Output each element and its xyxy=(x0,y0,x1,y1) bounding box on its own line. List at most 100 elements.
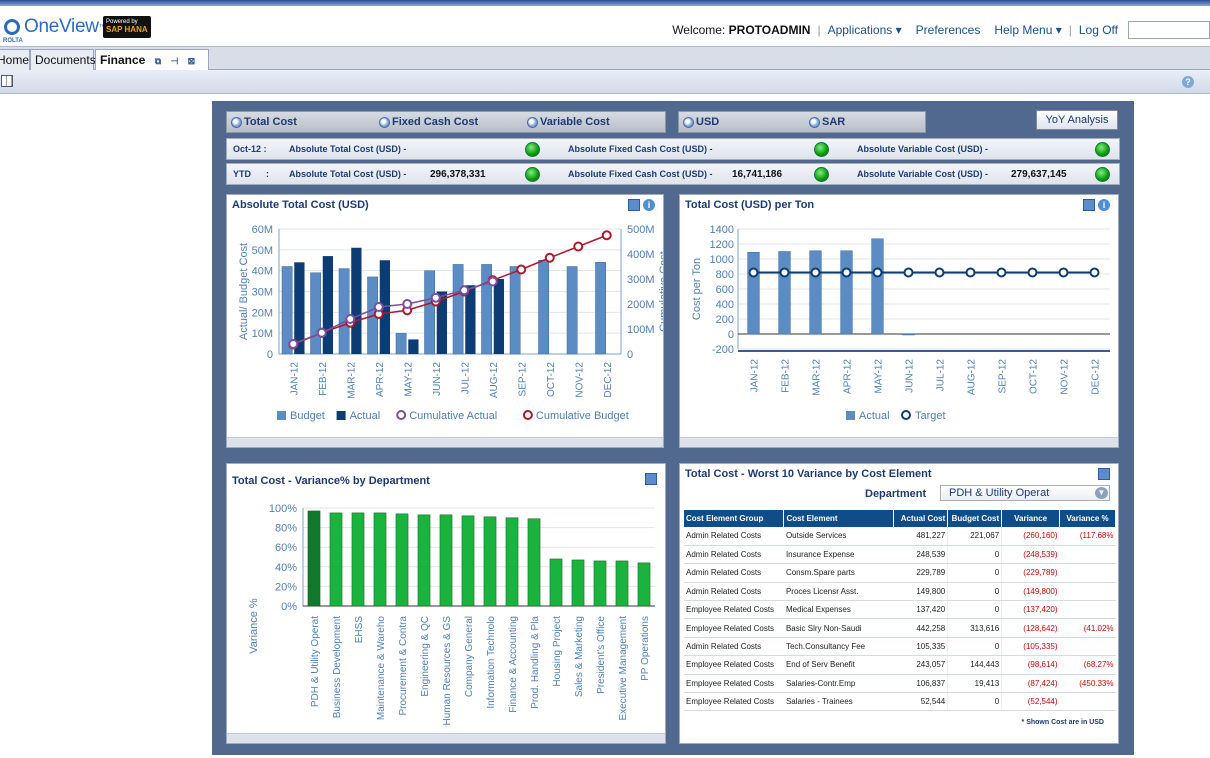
help-menu[interactable]: Help Menu ▾ xyxy=(994,23,1062,37)
table-row[interactable]: Employee Related Costs Salaries-Contr.Emp… xyxy=(684,674,1116,694)
export-excel-icon[interactable] xyxy=(1098,468,1110,480)
kpi-fixed-label: Absolute Fixed Cash Cost (USD) - xyxy=(568,144,713,154)
x-tick-label: APR-12 xyxy=(843,359,854,394)
point-target xyxy=(934,267,945,278)
bar-department xyxy=(615,560,629,607)
oneview-logo[interactable]: OneView™ xyxy=(4,16,106,38)
logoff-link[interactable]: Log Off xyxy=(1078,23,1118,37)
tab-finance-label: Finance xyxy=(100,53,146,67)
table-row[interactable]: Admin Related Costs Proces Licensr Asst. 1… xyxy=(684,582,1116,602)
y-tick-label: 20% xyxy=(275,581,297,593)
yoy-analysis-button[interactable]: YoY Analysis xyxy=(1036,110,1118,130)
kpi-period: Oct-12 : xyxy=(233,144,267,154)
tab-pin-icon[interactable]: ⊣ xyxy=(170,56,179,66)
table-cell: Salaries - Trainees xyxy=(783,692,894,712)
export-excel-icon[interactable] xyxy=(1083,199,1095,211)
bar-department xyxy=(549,558,563,607)
x-tick-label: Maintenance & Wareho xyxy=(376,616,387,721)
radio-dot-icon xyxy=(683,116,694,128)
table-cell: (137,420) xyxy=(1001,600,1060,620)
department-label: Department xyxy=(865,488,927,500)
info-icon[interactable]: i xyxy=(643,199,655,211)
column-header[interactable]: Cost Element Group xyxy=(684,510,785,527)
table-cell: Tech.Consultancy Fee xyxy=(783,637,894,657)
info-icon[interactable]: i xyxy=(1098,199,1110,211)
bar-department xyxy=(461,515,475,607)
currency-selector: USD SAR xyxy=(678,111,926,133)
radio-total-cost[interactable]: Total Cost xyxy=(231,116,297,128)
table-row[interactable]: Employee Related Costs Basic Slry Non-Sau… xyxy=(684,618,1116,638)
table-cell: Admin Related Costs xyxy=(684,545,784,565)
nav-separator: | xyxy=(817,23,821,37)
table-cell: 442,258 xyxy=(893,618,949,638)
column-header[interactable]: Budget Cost xyxy=(947,510,1003,527)
table-cell: (248,539) xyxy=(1001,545,1060,565)
point-cumulative-budget xyxy=(601,230,612,241)
column-header[interactable]: Actual Cost xyxy=(893,510,949,527)
department-select[interactable]: PDH & Utility Operat ▼ xyxy=(940,485,1110,501)
welcome-label: Welcome: xyxy=(672,23,726,37)
y-tick-label: 0 xyxy=(267,349,273,361)
search-input[interactable] xyxy=(1128,21,1210,39)
bar-actual xyxy=(840,250,853,335)
x-tick-label: PDH & Utility Operat xyxy=(310,616,321,707)
radio-fixed-cash-cost[interactable]: Fixed Cash Cost xyxy=(379,116,478,128)
bar-actual xyxy=(408,339,419,354)
bar-actual xyxy=(809,250,822,335)
point-target xyxy=(1058,267,1069,278)
radio-variable-cost[interactable]: Variable Cost xyxy=(527,116,610,128)
table-cell: 105,335 xyxy=(893,637,949,657)
bar-budget xyxy=(566,266,578,355)
table-row[interactable]: Admin Related Costs Consm.Spare parts 229,… xyxy=(684,563,1116,583)
point-target xyxy=(1027,267,1038,278)
point-target xyxy=(965,267,976,278)
panel-title: Absolute Total Cost (USD) xyxy=(232,199,369,211)
sap-hana-text: SAP HANA xyxy=(106,25,148,34)
column-header[interactable]: Cost Element xyxy=(783,510,895,527)
tab-close-icon[interactable]: ⊠ xyxy=(187,56,196,66)
bar-budget xyxy=(281,266,293,355)
applications-menu[interactable]: Applications ▾ xyxy=(827,23,902,37)
tab-finance[interactable]: Finance ⧉ ⊣ ⊠ xyxy=(95,49,209,70)
y-tick-label: 800 xyxy=(716,269,734,281)
radio-sar[interactable]: SAR xyxy=(809,116,845,128)
logo-sub: ROLTA xyxy=(3,38,23,44)
status-green-icon xyxy=(814,142,829,157)
table-row[interactable]: Admin Related Costs Tech.Consultancy Fee 1… xyxy=(684,637,1116,657)
help-icon[interactable]: ? xyxy=(1182,76,1194,88)
grid-icon[interactable] xyxy=(1,75,13,87)
table-row[interactable]: Employee Related Costs Salaries - Trainee… xyxy=(684,692,1116,712)
column-header[interactable]: Variance xyxy=(1001,510,1061,527)
y-tick-label: 40% xyxy=(275,562,297,574)
radio-usd[interactable]: USD xyxy=(683,116,719,128)
preferences-link[interactable]: Preferences xyxy=(915,23,981,37)
table-cell: End of Serv Benefit xyxy=(783,655,894,675)
kpi-variable-label: Absolute Variable Cost (USD) - xyxy=(857,169,989,179)
tab-documents[interactable]: Documents xyxy=(30,49,96,70)
table-cell: Admin Related Costs xyxy=(684,637,784,657)
y-axis-label: Cost per Ton xyxy=(691,258,703,320)
kpi-fixed-label: Absolute Fixed Cash Cost (USD) - xyxy=(568,169,713,179)
x-tick-label: JUL-12 xyxy=(460,362,471,395)
x-tick-label: PP Operations xyxy=(640,616,651,681)
top-accent-bar xyxy=(0,0,1210,6)
table-cell xyxy=(1059,563,1116,583)
x-tick-label: JUN-12 xyxy=(432,362,443,396)
logo-text: OneView xyxy=(24,16,99,37)
tab-popout-icon[interactable]: ⧉ xyxy=(154,56,162,66)
footnote: * Shown Cost are in USD xyxy=(1021,719,1104,726)
tab-home[interactable]: Home xyxy=(0,49,30,70)
bar-department xyxy=(527,518,541,607)
kpi-row-month: Oct-12 : Absolute Total Cost (USD) - Abs… xyxy=(226,138,1120,160)
export-excel-icon[interactable] xyxy=(645,473,657,485)
table-row[interactable]: Admin Related Costs Insurance Expense 248,… xyxy=(684,545,1116,565)
table-row[interactable]: Admin Related Costs Outside Services 481,2… xyxy=(684,527,1116,546)
export-excel-icon[interactable] xyxy=(628,199,640,211)
table-row[interactable]: Employee Related Costs Medical Expenses 13… xyxy=(684,600,1116,620)
y2-tick-label: 200M xyxy=(627,299,655,311)
y-tick-label: 80% xyxy=(275,523,297,535)
column-header[interactable]: Variance % xyxy=(1059,510,1116,527)
x-tick-label: DEC-12 xyxy=(1091,359,1102,395)
status-green-icon xyxy=(1095,167,1110,182)
table-row[interactable]: Employee Related Costs End of Serv Benefi… xyxy=(684,655,1116,675)
